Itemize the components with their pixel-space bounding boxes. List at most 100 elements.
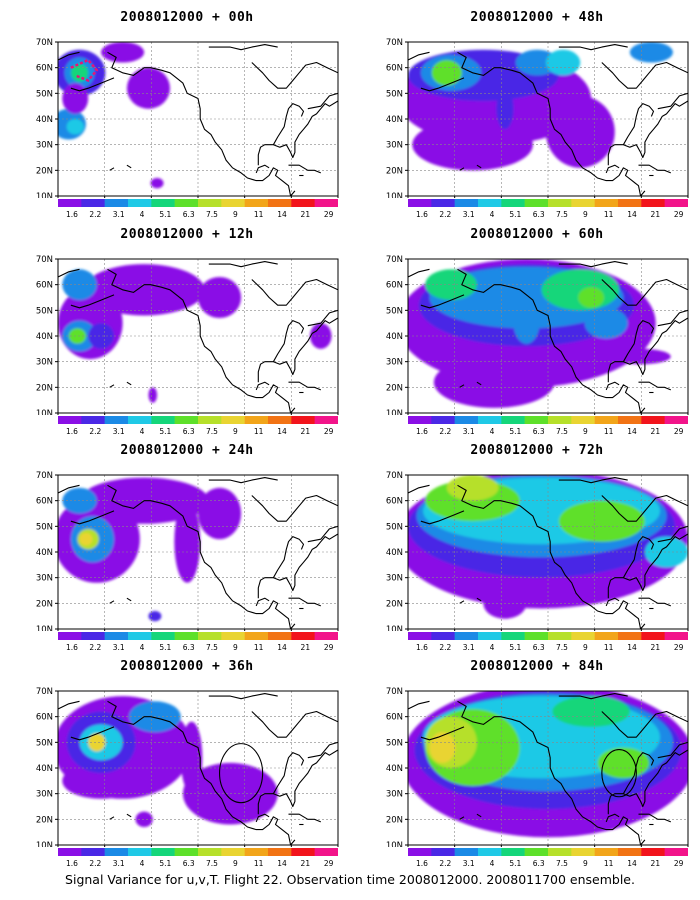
colorbar-label: 1.6: [416, 859, 428, 868]
coastline: [420, 77, 465, 92]
y-tick-label: 50N: [36, 89, 53, 99]
y-tick-label: 70N: [36, 471, 53, 481]
colorbar-swatch: [594, 199, 619, 207]
colorbar-label: 7.5: [206, 427, 218, 436]
colorbar-swatch: [221, 199, 245, 207]
colorbar-label: 4: [140, 210, 145, 219]
colorbar-label: 29: [674, 427, 684, 436]
variance-contour: [446, 475, 499, 501]
y-tick-label: 70N: [36, 255, 53, 265]
coastline: [126, 597, 132, 602]
y-tick-label: 40N: [386, 332, 403, 342]
coastline: [457, 51, 642, 196]
colorbar-label: 21: [651, 643, 661, 652]
colorbar-label: 14: [627, 859, 637, 868]
variance-contour: [79, 532, 93, 546]
variance-contour: [431, 59, 462, 86]
variance-contour: [148, 611, 162, 622]
map-svg: 180160W140W120W100W80W60W10N20N30N40N50N…: [386, 38, 689, 198]
colorbar-label: 29: [324, 643, 334, 652]
colorbar-swatch: [128, 416, 152, 424]
y-tick-label: 70N: [36, 38, 53, 48]
coastline: [638, 381, 672, 391]
colorbar-swatch: [104, 416, 129, 424]
colorbar-label: 14: [277, 427, 287, 436]
colorbar-swatch: [244, 632, 269, 640]
coastline: [601, 278, 688, 306]
coastline: [288, 164, 322, 174]
y-tick-label: 10N: [386, 192, 403, 198]
colorbar-label: 21: [301, 643, 311, 652]
colorbar-swatch: [664, 632, 688, 640]
colorbar-swatch: [268, 199, 292, 207]
panel-title: 2008012000 + 72h: [470, 443, 604, 458]
colorbar-label: 2.2: [89, 210, 101, 219]
colorbar: 1.6 2.2 3.1 4 5.1 6.3 7.5 9 11 14 21 29: [408, 847, 688, 869]
colorbar-swatch: [431, 416, 455, 424]
colorbar-label: 14: [627, 643, 637, 652]
coastline: [476, 381, 482, 386]
colorbar-swatch: [314, 199, 338, 207]
colorbar-label: 5.1: [509, 859, 521, 868]
variance-contour: [180, 721, 203, 794]
coastline: [459, 384, 465, 388]
y-tick-label: 20N: [386, 383, 403, 393]
map-plot: 180160W140W120W100W80W60W10N20N30N40N50N…: [22, 463, 352, 631]
coastline: [272, 752, 305, 794]
colorbar-swatch: [571, 632, 595, 640]
colorbar-swatch: [291, 199, 315, 207]
colorbar-label: 1.6: [66, 643, 78, 652]
coastline: [459, 816, 465, 820]
colorbar-label: 5.1: [159, 859, 171, 868]
y-tick-label: 40N: [36, 764, 53, 774]
colorbar-label: 3.1: [113, 210, 125, 219]
y-tick-label: 40N: [386, 548, 403, 558]
colorbar-swatch: [174, 632, 199, 640]
variance-contour: [552, 696, 630, 727]
colorbar-swatch: [478, 199, 502, 207]
colorbar-label: 7.5: [206, 210, 218, 219]
map-plot: 180160W140W120W100W80W60W10N20N30N40N50N…: [372, 30, 700, 198]
colorbar-swatch: [104, 199, 129, 207]
coastline: [109, 384, 115, 388]
colorbar-label: 4: [140, 427, 145, 436]
colorbar-swatch: [198, 632, 222, 640]
colorbar-label: 11: [604, 859, 614, 868]
y-tick-label: 10N: [386, 409, 403, 415]
y-tick-label: 40N: [36, 115, 53, 125]
y-tick-label: 30N: [36, 358, 53, 368]
colorbar-swatch: [221, 416, 245, 424]
colorbar-label: 6.3: [183, 210, 195, 219]
colorbar-swatch: [128, 848, 152, 856]
coastline: [58, 268, 80, 278]
coastline: [109, 167, 115, 171]
coastline: [476, 164, 482, 169]
y-tick-label: 70N: [386, 255, 403, 265]
coastline: [420, 726, 465, 741]
colorbar-swatch: [58, 416, 82, 424]
coastline: [459, 167, 465, 171]
coastline: [126, 813, 132, 818]
coastline: [457, 700, 642, 845]
coastline: [558, 261, 628, 268]
variance-contour: [545, 49, 581, 76]
colorbar-label: 14: [277, 643, 287, 652]
coastline: [58, 51, 80, 61]
coastline: [255, 813, 270, 823]
colorbar-swatch: [664, 416, 688, 424]
coastline: [607, 533, 688, 599]
colorbar-label: 29: [674, 859, 684, 868]
map-panel: 2008012000 + 12h180160W140W120W100W80W60…: [22, 227, 352, 437]
colorbar-label: 14: [627, 210, 637, 219]
colorbar-label: 5.1: [509, 643, 521, 652]
colorbar-label: 9: [233, 859, 238, 868]
colorbar-label: 3.1: [113, 643, 125, 652]
y-tick-label: 70N: [386, 38, 403, 48]
coastline: [307, 741, 338, 759]
colorbar-label: 11: [604, 427, 614, 436]
colorbar-swatch: [454, 632, 479, 640]
flight-track: [70, 58, 99, 82]
map-plot: 180160W140W120W100W80W60W10N20N30N40N50N…: [372, 247, 700, 415]
map-panel: 2008012000 + 60h180160W140W120W100W80W60…: [372, 227, 700, 437]
colorbar-swatch: [314, 632, 338, 640]
